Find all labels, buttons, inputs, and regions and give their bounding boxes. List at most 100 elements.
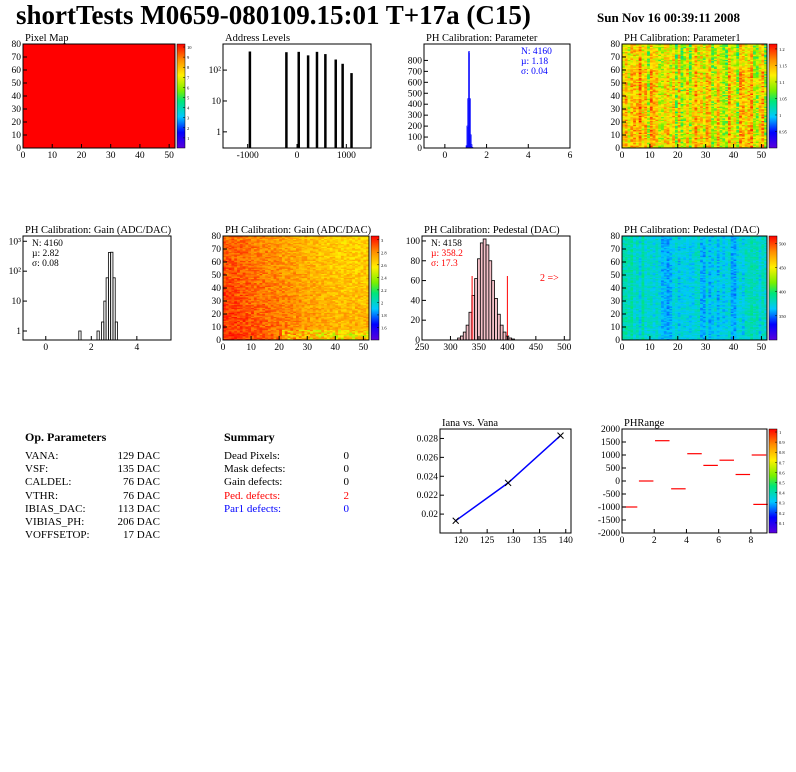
- heatmap-cell: [242, 303, 246, 306]
- heatmap-cell: [702, 137, 706, 140]
- heatmap-cell: [702, 88, 706, 90]
- heatmap-cell: [237, 276, 241, 278]
- heatmap-cell: [627, 59, 631, 62]
- heatmap-cell: [730, 142, 734, 145]
- heatmap-cell: [719, 71, 723, 73]
- heatmap-cell: [764, 98, 768, 101]
- heatmap-cell: [680, 77, 684, 80]
- heatmap-cell: [652, 133, 656, 136]
- heatmap-cell: [674, 119, 679, 121]
- heatmap-cell: [624, 99, 628, 102]
- heatmap-cell: [758, 137, 762, 140]
- histogram-bar: [297, 51, 300, 149]
- heatmap-cell: [661, 136, 665, 138]
- heatmap-cell: [652, 145, 656, 147]
- heatmap-cell: [755, 144, 759, 146]
- heatmap-cell: [237, 330, 241, 333]
- heatmap-cell: [697, 127, 701, 129]
- heatmap-cell: [661, 129, 665, 132]
- heatmap-cell: [647, 106, 651, 108]
- heatmap-cell: [708, 64, 712, 67]
- heatmap-cell: [736, 45, 740, 47]
- heatmap-cell: [688, 118, 693, 120]
- heatmap-cell: [733, 131, 737, 133]
- heatmap-cell: [702, 89, 706, 92]
- heatmap-cell: [747, 132, 751, 134]
- heatmap-cell: [714, 67, 718, 69]
- heatmap-cell: [719, 86, 723, 89]
- heatmap-cell: [686, 90, 690, 93]
- heatmap-cell: [700, 53, 704, 55]
- heatmap-cell: [691, 103, 695, 106]
- heatmap-cell: [691, 62, 695, 64]
- heatmap-cell: [655, 75, 659, 77]
- heatmap-cell: [686, 118, 690, 120]
- heatmap-cell: [677, 75, 681, 77]
- heatmap-cell: [231, 272, 235, 274]
- heatmap-cell: [652, 118, 656, 120]
- heatmap-cell: [741, 110, 745, 112]
- heatmap-cell: [624, 133, 628, 136]
- heatmap-cell: [655, 63, 659, 66]
- heatmap-cell: [677, 77, 681, 80]
- heatmap-cell: [228, 236, 232, 238]
- heatmap-cell: [663, 77, 667, 80]
- heatmap-cell: [237, 278, 241, 281]
- heatmap-cell: [674, 94, 679, 97]
- heatmap-cell: [716, 72, 720, 75]
- heatmap-cell: [239, 323, 243, 325]
- heatmap-cell: [677, 92, 681, 94]
- heatmap-cell: [234, 336, 238, 338]
- heatmap-cell: [627, 128, 631, 131]
- heatmap-cell: [647, 107, 651, 110]
- heatmap-cell: [661, 88, 665, 90]
- heatmap-cell: [736, 92, 740, 94]
- heatmap-cell: [661, 72, 665, 75]
- heatmap-cell: [635, 105, 640, 107]
- heatmap-cell: [686, 94, 690, 97]
- heatmap-cell: [622, 51, 626, 54]
- heatmap-cell: [686, 64, 690, 67]
- heatmap-cell: [716, 123, 720, 125]
- heatmap-cell: [714, 145, 718, 147]
- heatmap-cell: [691, 110, 695, 112]
- heatmap-cell: [683, 112, 687, 115]
- heatmap-cell: [663, 49, 667, 51]
- heatmap-cell: [694, 44, 698, 46]
- heatmap-cell: [666, 127, 670, 129]
- heatmap-cell: [644, 80, 648, 82]
- heatmap-cell: [722, 93, 726, 95]
- y-tick-label: 300: [408, 111, 423, 121]
- heatmap-cell: [237, 304, 241, 307]
- heatmap-cell: [722, 145, 726, 147]
- heatmap-cell: [635, 144, 640, 146]
- heatmap-cell: [755, 103, 759, 106]
- heatmap-cell: [741, 118, 745, 120]
- heatmap-cell: [747, 77, 751, 80]
- heatmap-cell: [234, 288, 238, 290]
- heatmap-cell: [686, 98, 690, 101]
- heatmap-cell: [750, 75, 754, 77]
- heatmap-cell: [234, 273, 238, 276]
- heatmap-cell: [761, 80, 765, 82]
- heatmap-cell: [635, 58, 640, 60]
- heatmap-cell: [666, 73, 670, 76]
- heatmap-cell: [758, 106, 762, 108]
- heatmap-cell: [237, 275, 241, 277]
- heatmap-cell: [661, 59, 665, 62]
- heatmap-cell: [758, 129, 762, 132]
- heatmap-cell: [674, 144, 679, 146]
- heatmap-cell: [624, 59, 628, 62]
- heatmap-cell: [655, 88, 659, 90]
- heatmap-cell: [736, 60, 740, 63]
- heatmap-cell: [237, 290, 241, 293]
- heatmap-cell: [741, 80, 745, 82]
- heatmap-cell: [705, 142, 709, 145]
- heatmap-cell: [711, 114, 715, 116]
- heatmap-cell: [700, 119, 704, 121]
- heatmap-cell: [242, 265, 246, 268]
- heatmap-cell: [237, 299, 241, 302]
- heatmap-cell: [223, 319, 227, 321]
- heatmap-cell: [652, 98, 656, 101]
- heatmap-cell: [674, 55, 679, 58]
